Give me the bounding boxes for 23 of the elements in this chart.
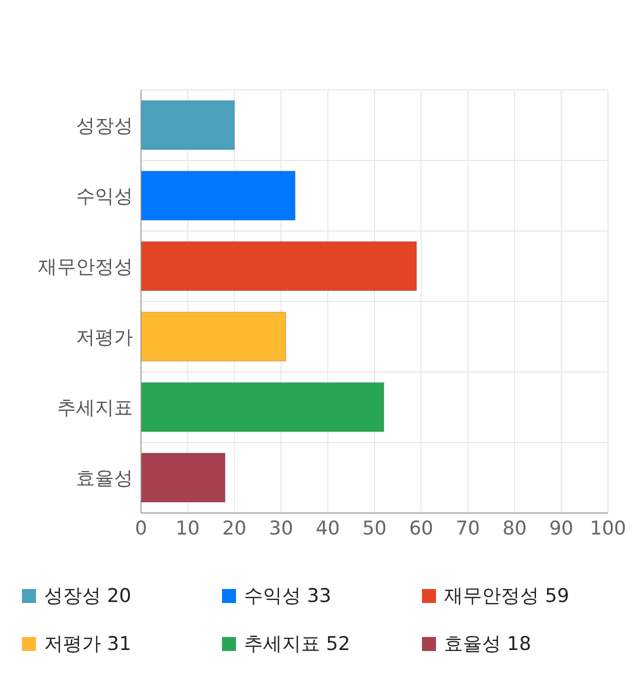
legend-label: 재무안정성 59 (444, 584, 570, 609)
y-tick-label: 수익성 (76, 185, 133, 208)
legend-label: 효율성 18 (444, 632, 532, 657)
y-tick-label: 효율성 (76, 467, 133, 490)
x-tick-label: 0 (134, 517, 148, 540)
y-tick-label: 성장성 (76, 114, 133, 137)
x-tick-label: 10 (176, 517, 200, 540)
x-tick-label: 70 (456, 517, 480, 540)
y-tick-label: 저평가 (76, 326, 133, 348)
x-tick-label: 20 (222, 517, 246, 540)
legend-label: 추세지표 52 (244, 632, 350, 657)
x-tick-label: 90 (549, 517, 574, 540)
y-tick-label: 추세지표 (57, 396, 133, 419)
y-tick-label: 재무안정성 (38, 256, 133, 278)
x-tick-label: 60 (409, 517, 434, 540)
x-tick-label: 80 (502, 517, 527, 540)
x-tick-label: 30 (269, 517, 294, 540)
legend-label: 저평가 31 (44, 632, 132, 657)
x-tick-label: 50 (362, 517, 387, 540)
x-tick-label: 100 (590, 517, 626, 540)
legend-label: 수익성 33 (244, 584, 332, 609)
legend-label: 성장성 20 (44, 584, 132, 609)
x-tick-label: 40 (316, 517, 340, 540)
